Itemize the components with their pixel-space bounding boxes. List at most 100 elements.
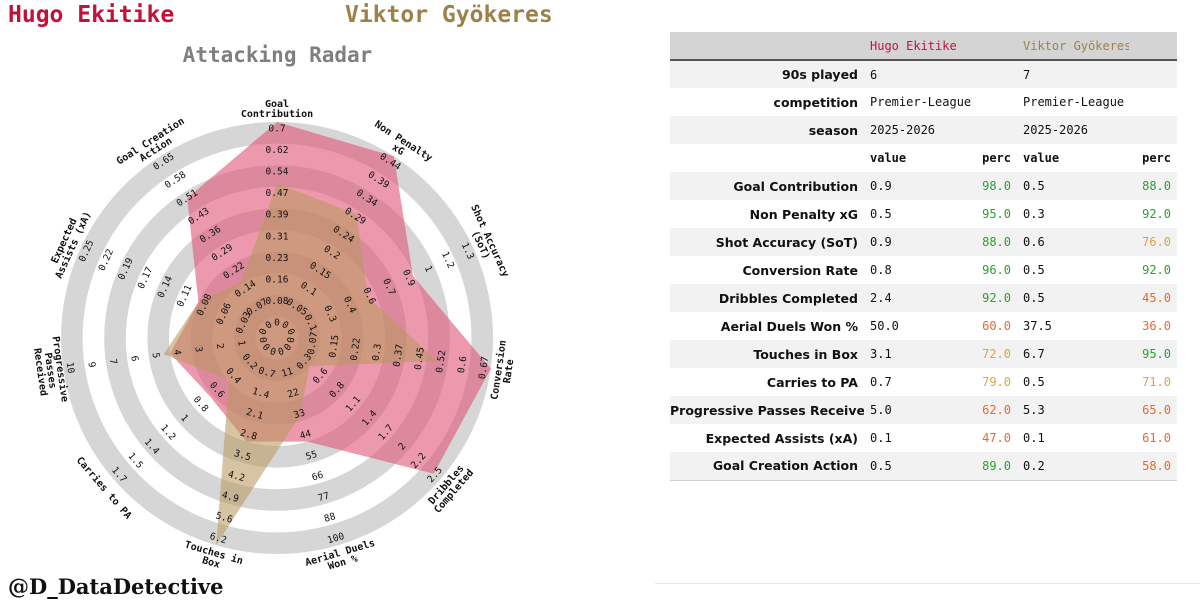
row-label: Conversion Rate [742, 262, 858, 278]
tick-label: 3.5 [233, 448, 253, 463]
player-b-value: 0.5 [1023, 263, 1045, 277]
tick-label: 0.54 [266, 167, 289, 178]
tick-label: 5 [150, 352, 162, 359]
divider [655, 583, 1200, 584]
player-a-value: Premier-League [870, 95, 972, 109]
tick-label: 6.2 [208, 531, 228, 546]
tick-label: 10 [64, 361, 77, 374]
header-empty [670, 32, 864, 60]
player-a-percentile: 92.0 [982, 291, 1011, 305]
player-a-value: 0.5 [870, 207, 892, 221]
tick-label: 0.6 [456, 355, 469, 374]
player-a-value: 0.8 [870, 263, 892, 277]
player-a-value: 0.7 [870, 375, 892, 389]
tick-label: 0.7 [268, 123, 285, 134]
player-b-value: Premier-League [1023, 95, 1125, 109]
table-subheader-row: value perc value perc [670, 144, 1177, 172]
tick-label: 0.3 [371, 343, 384, 362]
tick-label: 0.23 [266, 253, 289, 264]
tick-label: 1 [235, 340, 247, 348]
axis-label: Goal Contribution [241, 99, 313, 120]
header-empty [1129, 32, 1177, 60]
tick-label: 0.7 [257, 365, 277, 380]
player-b-area [163, 183, 437, 546]
player-a-value: 2025-2026 [870, 123, 936, 137]
player-a-value: 6 [870, 67, 878, 82]
tick-label: 88 [323, 511, 337, 525]
row-label: competition [773, 94, 858, 110]
player-a-value: 2.4 [870, 291, 892, 305]
axis-label-line: Goal [265, 99, 289, 110]
tick-label: 44 [298, 428, 312, 442]
player-a-title: Hugo Ekitike [8, 2, 175, 28]
player-b-value: 0.1 [1023, 431, 1045, 445]
tick-label: 2.1 [245, 407, 265, 422]
tick-label: 0 [257, 336, 269, 344]
player-a-percentile: 95.0 [982, 207, 1011, 221]
table-row: Expected Assists (xA) 0.1 47.0 0.1 61.0 [670, 424, 1177, 452]
table-row: Touches in Box 3.1 72.0 6.7 95.0 [670, 340, 1177, 368]
tick-label: 4.9 [220, 490, 240, 505]
row-label: Dribbles Completed [718, 290, 858, 306]
player-b-value: 0.6 [1023, 235, 1045, 249]
subheader-empty [670, 144, 864, 172]
tick-label: 0.16 [266, 275, 289, 286]
tick-label: 33 [292, 408, 306, 422]
tick-label: 2.8 [239, 427, 259, 442]
table-row: competition Premier-League Premier-League [670, 88, 1177, 116]
tick-label: 0 [257, 327, 269, 337]
player-a-percentile: 89.0 [982, 458, 1011, 473]
player-a-value: 0.1 [870, 431, 892, 445]
tick-label: 1.4 [251, 386, 271, 401]
row-label: Shot Accuracy (SoT) [715, 234, 858, 250]
tick-label: 0.15 [327, 334, 341, 358]
tick-label: 0.47 [266, 188, 289, 199]
player-b-percentile: 61.0 [1142, 431, 1171, 445]
row-label: Carries to PA [766, 374, 858, 390]
tick-label: 0.31 [266, 231, 289, 242]
axis-label-line: Passes [42, 352, 58, 389]
tick-label: 0 [264, 319, 275, 331]
tick-label: 1 [422, 264, 434, 274]
tick-label: 0 [277, 346, 286, 358]
header-player-b: Viktor Gyökeres [1023, 38, 1129, 53]
row-label: 90s played [781, 67, 858, 82]
player-b-percentile: 95.0 [1142, 347, 1171, 361]
table-row: 90s played 6 7 [670, 60, 1177, 88]
tick-label: 7 [107, 358, 119, 365]
tick-label: 77 [317, 490, 331, 504]
player-b-value: 6.7 [1023, 347, 1045, 361]
header-empty [976, 32, 1017, 60]
axis-label-line: Box [201, 555, 221, 570]
tick-label: 4 [171, 349, 183, 357]
player-b-value: 37.5 [1023, 319, 1052, 333]
player-a-value: 5.0 [870, 403, 892, 417]
row-label: Goal Creation Action [712, 458, 858, 474]
table-row: Goal Contribution 0.9 98.0 0.5 88.0 [670, 172, 1177, 200]
player-a-percentile: 72.0 [982, 347, 1011, 361]
table-row: season 2025-2026 2025-2026 [670, 116, 1177, 144]
tick-label: 6 [128, 355, 140, 363]
table-row: Dribbles Completed 2.4 92.0 0.5 45.0 [670, 284, 1177, 312]
tick-label: 22 [286, 387, 300, 401]
table-row: Shot Accuracy (SoT) 0.9 88.0 0.6 76.0 [670, 228, 1177, 256]
axis-label-line: Contribution [241, 108, 313, 120]
tick-label: 0 [274, 318, 280, 329]
player-b-value: 7 [1023, 67, 1031, 82]
player-a-percentile: 96.0 [982, 263, 1011, 277]
tick-label: 0.67 [477, 356, 491, 380]
player-a-percentile: 79.0 [982, 375, 1011, 389]
player-a-value: 0.9 [870, 179, 892, 193]
header-player-a: Hugo Ekitike [870, 38, 957, 53]
subheader-perc: perc [1142, 151, 1171, 165]
tick-label: 0.22 [349, 337, 363, 361]
tick-label: 11 [280, 366, 294, 380]
tick-label: 0.08 [266, 296, 289, 307]
tick-label: 0.07 [306, 331, 320, 355]
table-row: Non Penalty xG 0.5 95.0 0.3 92.0 [670, 200, 1177, 228]
row-label: Expected Assists (xA) [705, 430, 858, 446]
player-a-value: 50.0 [870, 319, 899, 333]
tick-label: 0.37 [392, 343, 406, 367]
row-label: Progressive Passes Received [670, 402, 864, 418]
tick-label: 0 [286, 336, 298, 344]
